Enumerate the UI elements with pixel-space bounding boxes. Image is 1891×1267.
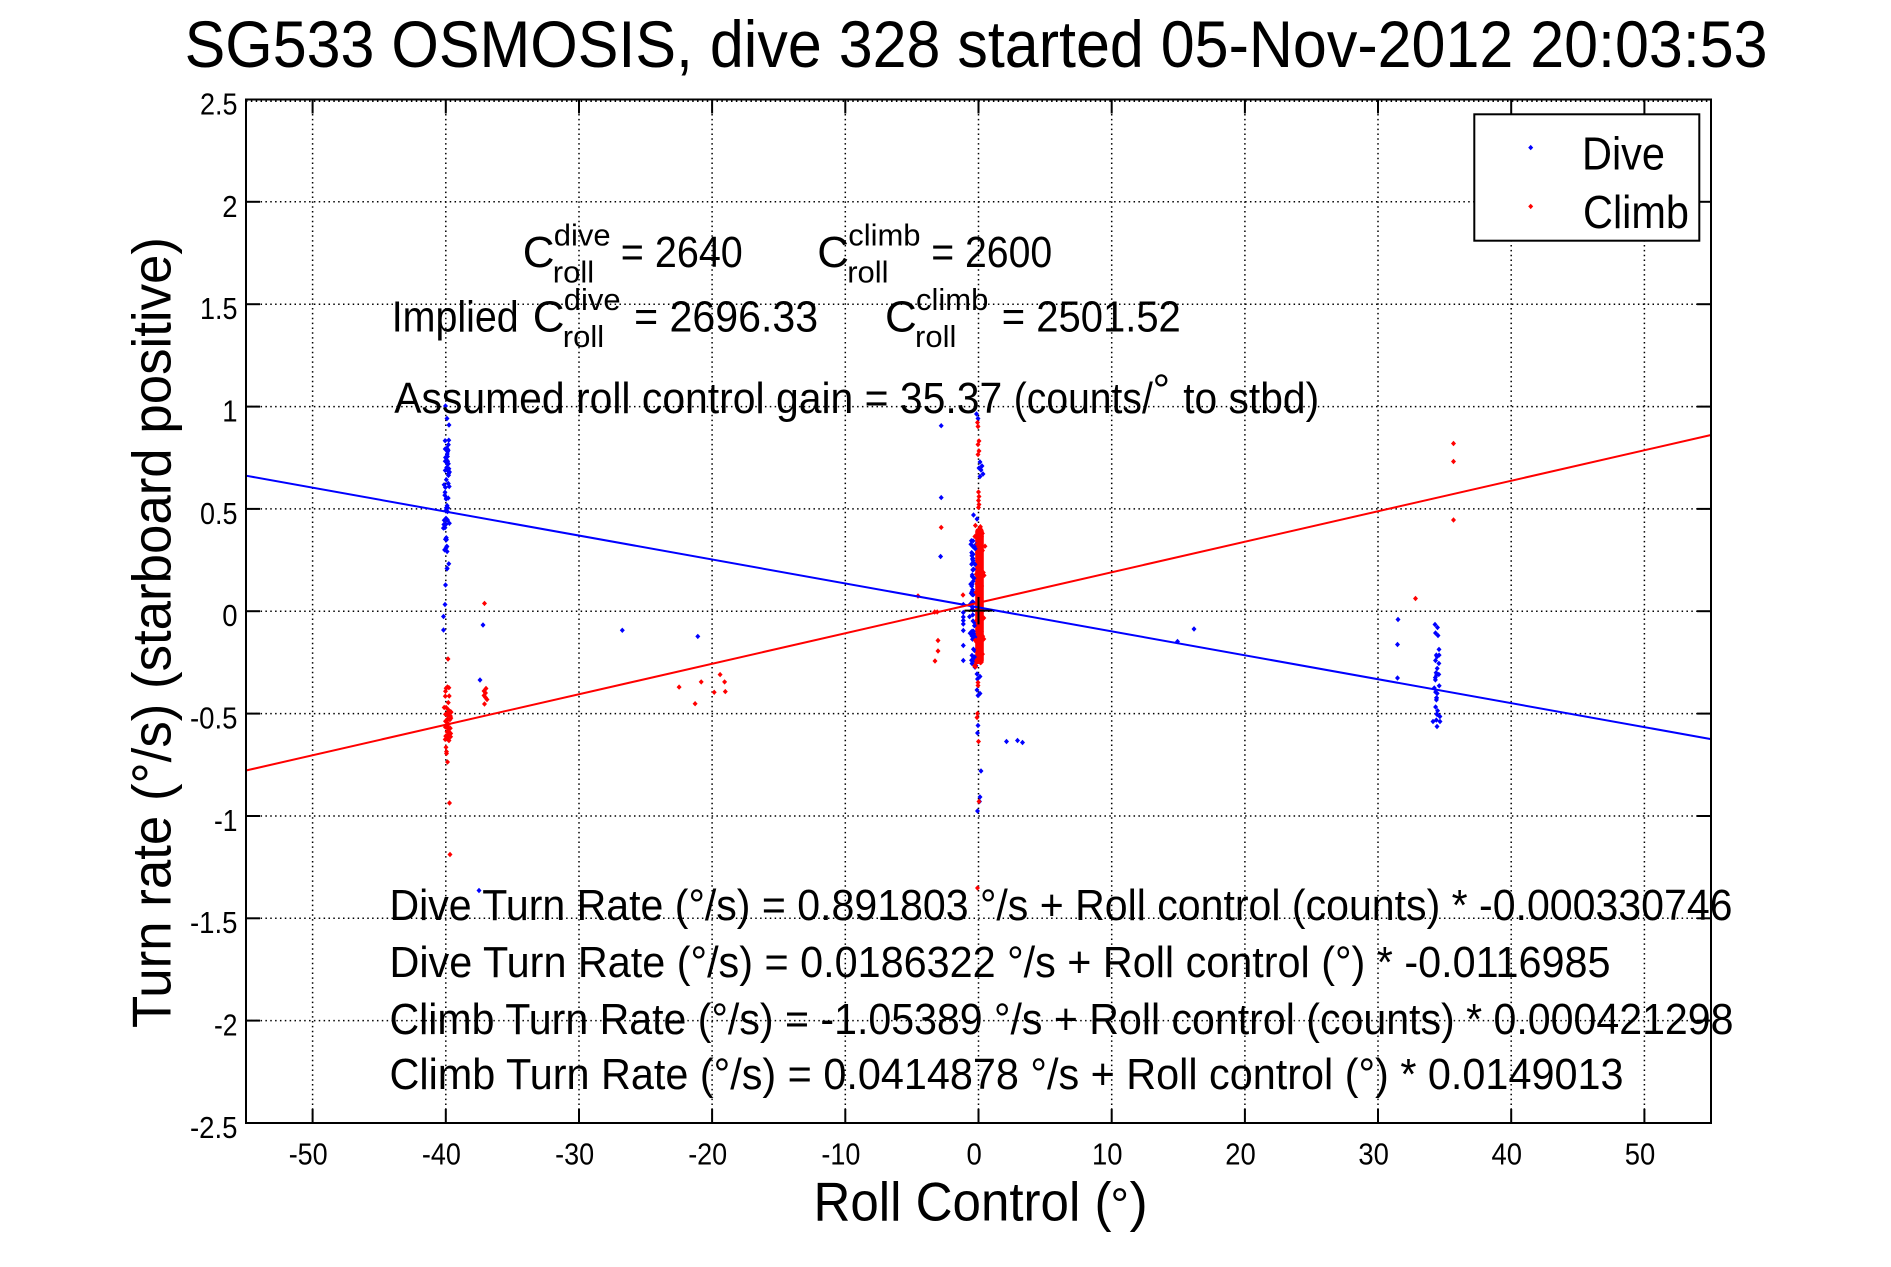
svg-text:= 2501.52: = 2501.52 bbox=[1002, 293, 1181, 342]
svg-text:40: 40 bbox=[1492, 1136, 1523, 1171]
svg-text:-0.5: -0.5 bbox=[190, 701, 238, 736]
svg-text:Dive: Dive bbox=[1582, 127, 1665, 179]
svg-text:= 2640: = 2640 bbox=[621, 228, 743, 277]
svg-text:1: 1 bbox=[222, 393, 237, 428]
svg-text:roll: roll bbox=[563, 319, 604, 354]
svg-text:-2: -2 bbox=[214, 1008, 238, 1043]
svg-text:1.5: 1.5 bbox=[200, 291, 238, 326]
svg-text:20: 20 bbox=[1225, 1136, 1256, 1171]
svg-text:C: C bbox=[817, 228, 849, 277]
svg-text:-10: -10 bbox=[821, 1136, 860, 1171]
svg-text:(counts/: (counts/ bbox=[1014, 374, 1154, 423]
svg-text:-1: -1 bbox=[214, 803, 238, 838]
svg-text:Climb Turn Rate (°/s) = -1.053: Climb Turn Rate (°/s) = -1.05389 °/s + R… bbox=[390, 995, 1734, 1044]
svg-text:50: 50 bbox=[1625, 1136, 1656, 1171]
svg-text:Assumed roll control gain = 35: Assumed roll control gain = 35.37 bbox=[394, 374, 1002, 423]
svg-text:Dive Turn Rate (°/s) = 0.01863: Dive Turn Rate (°/s) = 0.0186322 °/s + R… bbox=[390, 938, 1611, 987]
svg-text:C: C bbox=[523, 228, 555, 277]
svg-text:C: C bbox=[885, 293, 917, 342]
svg-text:°: ° bbox=[1153, 366, 1171, 415]
svg-text:SG533 OSMOSIS, dive 328 starte: SG533 OSMOSIS, dive 328 started 05-Nov-2… bbox=[185, 7, 1768, 81]
svg-text:-2.5: -2.5 bbox=[190, 1110, 238, 1145]
svg-text:roll: roll bbox=[915, 319, 956, 354]
svg-text:roll: roll bbox=[847, 255, 888, 290]
svg-text:C: C bbox=[533, 293, 565, 342]
svg-text:): ) bbox=[1130, 1171, 1148, 1233]
svg-text:roll: roll bbox=[553, 255, 594, 290]
svg-text:= 2600: = 2600 bbox=[931, 228, 1052, 277]
svg-text:dive: dive bbox=[564, 282, 621, 317]
svg-text:0: 0 bbox=[966, 1136, 981, 1171]
svg-text:Climb Turn Rate (°/s) = 0.0414: Climb Turn Rate (°/s) = 0.0414878 °/s + … bbox=[390, 1050, 1624, 1099]
svg-text:2: 2 bbox=[222, 189, 237, 224]
svg-text:climb: climb bbox=[916, 282, 988, 317]
svg-text:2.5: 2.5 bbox=[200, 86, 238, 121]
svg-text:30: 30 bbox=[1358, 1136, 1389, 1171]
svg-text:to stbd): to stbd) bbox=[1183, 374, 1319, 423]
svg-text:Roll Control (: Roll Control ( bbox=[814, 1171, 1112, 1233]
svg-text:-50: -50 bbox=[289, 1136, 328, 1171]
svg-text:-30: -30 bbox=[555, 1136, 594, 1171]
svg-text:Climb: Climb bbox=[1583, 186, 1689, 238]
svg-text:0.5: 0.5 bbox=[200, 496, 238, 531]
svg-text:-20: -20 bbox=[688, 1136, 727, 1171]
svg-text:0: 0 bbox=[222, 598, 237, 633]
svg-text:-40: -40 bbox=[422, 1136, 461, 1171]
svg-text:°: ° bbox=[1111, 1179, 1129, 1231]
svg-text:dive: dive bbox=[554, 218, 611, 253]
svg-text:Dive Turn Rate (°/s) = 0.89180: Dive Turn Rate (°/s) = 0.891803 °/s + Ro… bbox=[390, 881, 1733, 930]
svg-text:-1.5: -1.5 bbox=[190, 905, 238, 940]
svg-text:10: 10 bbox=[1092, 1136, 1123, 1171]
svg-text:Implied: Implied bbox=[392, 293, 519, 342]
svg-text:= 2696.33: = 2696.33 bbox=[634, 293, 818, 342]
svg-text:Turn rate (°/s) (starboard pos: Turn rate (°/s) (starboard positive) bbox=[121, 237, 183, 1028]
svg-text:climb: climb bbox=[848, 218, 920, 253]
